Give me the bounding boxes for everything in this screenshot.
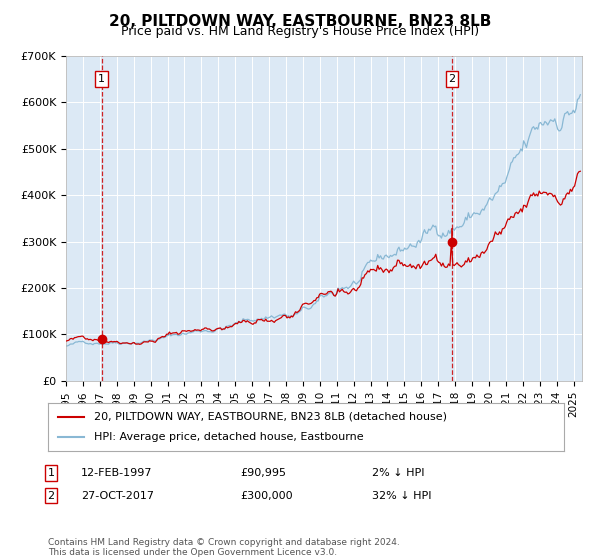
Text: Contains HM Land Registry data © Crown copyright and database right 2024.
This d: Contains HM Land Registry data © Crown c… (48, 538, 400, 557)
Text: 20, PILTDOWN WAY, EASTBOURNE, BN23 8LB (detached house): 20, PILTDOWN WAY, EASTBOURNE, BN23 8LB (… (94, 412, 448, 422)
Text: £90,995: £90,995 (240, 468, 286, 478)
Text: 2: 2 (47, 491, 55, 501)
Text: £300,000: £300,000 (240, 491, 293, 501)
Text: 1: 1 (98, 74, 105, 84)
Text: 20, PILTDOWN WAY, EASTBOURNE, BN23 8LB: 20, PILTDOWN WAY, EASTBOURNE, BN23 8LB (109, 14, 491, 29)
Text: 27-OCT-2017: 27-OCT-2017 (81, 491, 154, 501)
Text: 2: 2 (449, 74, 455, 84)
Text: 32% ↓ HPI: 32% ↓ HPI (372, 491, 431, 501)
Text: Price paid vs. HM Land Registry's House Price Index (HPI): Price paid vs. HM Land Registry's House … (121, 25, 479, 38)
Text: HPI: Average price, detached house, Eastbourne: HPI: Average price, detached house, East… (94, 432, 364, 442)
Text: 2% ↓ HPI: 2% ↓ HPI (372, 468, 425, 478)
Text: 1: 1 (47, 468, 55, 478)
Text: 12-FEB-1997: 12-FEB-1997 (81, 468, 152, 478)
